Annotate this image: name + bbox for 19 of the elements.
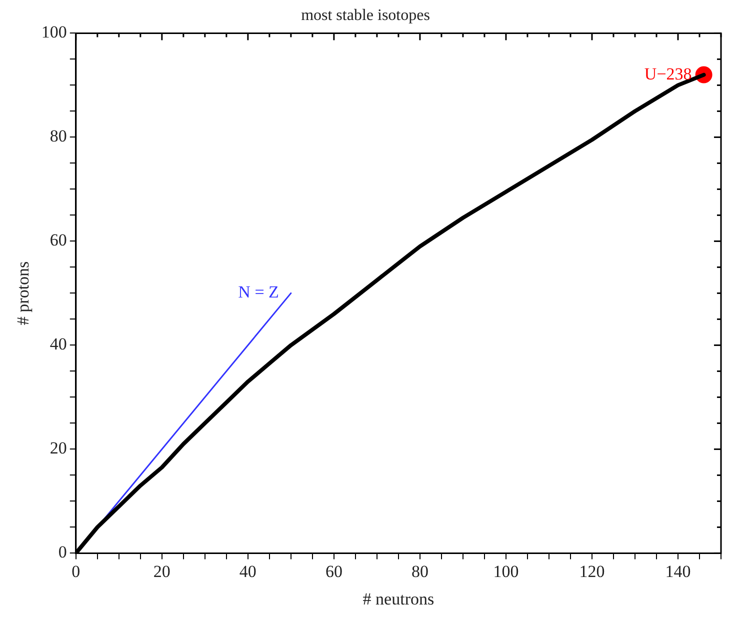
x-tick-label: 80 <box>411 562 428 581</box>
y-tick-label: 80 <box>50 126 67 146</box>
y-tick-label: 60 <box>50 230 67 250</box>
y-tick-label: 0 <box>58 542 67 562</box>
x-tick-label: 140 <box>665 562 691 581</box>
x-tick-label: 100 <box>493 562 519 581</box>
x-tick-label: 40 <box>239 562 256 581</box>
series-label: N = Z <box>238 282 279 302</box>
chart-title: most stable isotopes <box>301 6 430 24</box>
x-tick-label: 20 <box>153 562 170 581</box>
y-tick-label: 20 <box>50 438 67 458</box>
x-tick-label: 120 <box>579 562 605 581</box>
x-tick-label: 0 <box>72 562 80 581</box>
y-tick-label: 40 <box>50 334 67 354</box>
x-axis-title: # neutrons <box>362 589 434 608</box>
x-tick-label: 60 <box>325 562 342 581</box>
y-tick-label: 100 <box>41 22 67 42</box>
y-axis-title: # protons <box>14 261 33 326</box>
series-label: U−238 <box>644 64 692 84</box>
